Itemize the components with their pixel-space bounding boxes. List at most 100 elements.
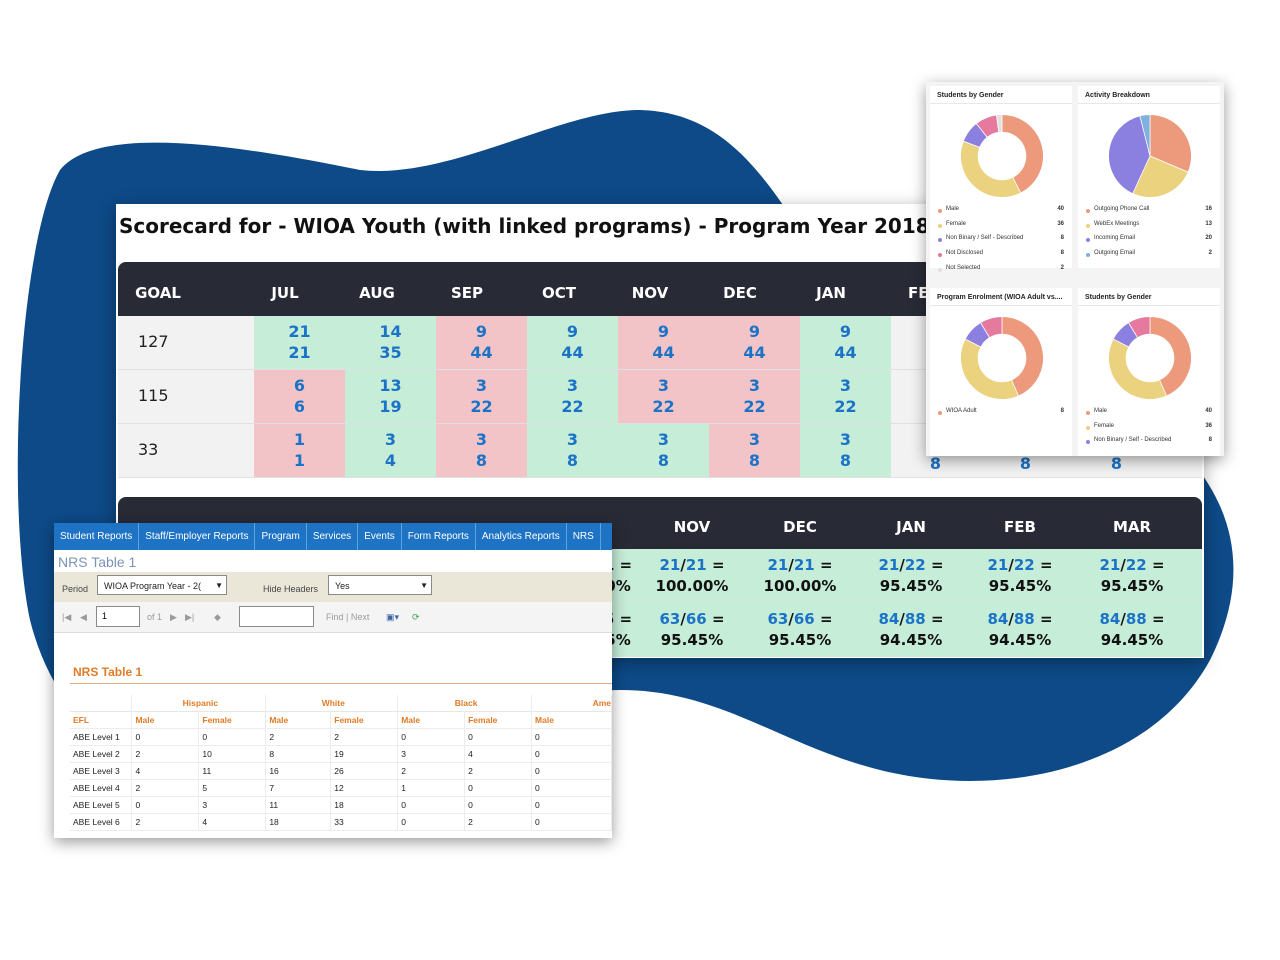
- nav-staff-employer-reports[interactable]: Staff/Employer Reports: [139, 523, 256, 550]
- month-cumulative: 22: [652, 397, 675, 416]
- legend-value: 36: [1205, 422, 1212, 429]
- find-input[interactable]: [239, 606, 314, 627]
- donut-chart: [960, 316, 1044, 400]
- legend-item: Not Disclosed 8: [936, 250, 1066, 265]
- card-title: Activity Breakdown: [1085, 92, 1150, 99]
- nav-program[interactable]: Program: [255, 523, 307, 550]
- month-actual: 3: [566, 430, 579, 449]
- month-actual: 1: [293, 430, 306, 449]
- last-page-icon[interactable]: ▶|: [185, 612, 195, 622]
- rate-fraction: 21/21 =: [745, 555, 855, 576]
- rate-slash: /: [1008, 610, 1014, 628]
- nav-form-reports[interactable]: Form Reports: [402, 523, 476, 550]
- donut-chart: [1108, 316, 1192, 400]
- nav-student-reports[interactable]: Student Reports: [54, 523, 140, 550]
- table-cell: 3: [198, 796, 267, 814]
- nav-events[interactable]: Events: [358, 523, 402, 550]
- back-icon[interactable]: ◆: [214, 612, 221, 622]
- rate-denominator: 21: [685, 556, 707, 574]
- column-header: EFL: [70, 711, 133, 729]
- dashboard-card[interactable]: Students by Gender Male 40 Female 36 Non Bina…: [1078, 288, 1220, 456]
- table-cell: 26: [330, 762, 399, 780]
- nrs-page-title: NRS Table 1: [58, 554, 137, 570]
- legend-item: WebEx Meetings 13: [1084, 221, 1214, 236]
- hide-headers-select[interactable]: Yes ▼: [328, 575, 432, 595]
- refresh-icon[interactable]: ⟳: [412, 612, 420, 622]
- legend-value: 40: [1057, 206, 1064, 212]
- report-title: NRS Table 1: [73, 665, 143, 679]
- table-cell: 2: [265, 728, 332, 746]
- header-oct: OCT: [542, 284, 576, 302]
- nav-services[interactable]: Services: [307, 523, 359, 550]
- nav-nrs[interactable]: NRS: [567, 523, 601, 550]
- period-select[interactable]: WIOA Program Year - 2( ▼: [97, 575, 227, 595]
- rate-percent: 95.45%: [879, 577, 943, 595]
- rate-numerator: 84: [1099, 610, 1121, 628]
- table-row: ABE Level 4 2 5 7 12 1 0 0: [70, 779, 612, 797]
- month-cumulative: 8: [475, 451, 488, 470]
- period-label: Period: [62, 584, 89, 594]
- legend-item: Non Binary / Self - Described 8: [936, 235, 1066, 250]
- table-cell: 5: [198, 779, 267, 797]
- chart-slice: [1127, 316, 1151, 339]
- rate-fraction: 21/21 =: [637, 555, 747, 576]
- rate-denominator: 66: [793, 610, 815, 628]
- chevron-down-icon: ▼: [420, 581, 428, 590]
- rate-numerator: 84: [987, 610, 1009, 628]
- page-number-input[interactable]: 1: [96, 606, 140, 627]
- find-next-link[interactable]: Find | Next: [326, 612, 370, 622]
- chart-slice: [960, 140, 1022, 198]
- header-dec: DEC: [723, 284, 757, 302]
- month-cell: 13 19: [345, 370, 436, 423]
- rate-slash: /: [899, 556, 905, 574]
- rate-slash: /: [1120, 556, 1126, 574]
- month-actual: 13: [379, 376, 402, 395]
- rate-cell: 21/22 = 95.45%: [1077, 555, 1187, 597]
- chart-slice: [1108, 338, 1167, 400]
- legend-label: Incoming Email: [1094, 235, 1136, 242]
- chart-slice: [960, 338, 1019, 400]
- table-cell: 11: [265, 796, 332, 814]
- month-cell: 3 22: [618, 370, 709, 423]
- efl-level: ABE Level 3: [70, 762, 133, 780]
- chart-slice: [1001, 114, 1044, 194]
- scorecard-row: 33 1 1 3 4 3 8 3 8 3 8 3 8 3 8 8 8 8: [118, 424, 1202, 478]
- rate-slash: /: [899, 610, 905, 628]
- export-icon[interactable]: ▣▾: [386, 612, 400, 622]
- table-cell: 4: [198, 813, 267, 831]
- rate-denominator: 21: [793, 556, 815, 574]
- goal-cell: 127: [118, 316, 254, 369]
- table-cell: 0: [397, 796, 466, 814]
- nav-analytics-reports[interactable]: Analytics Reports: [476, 523, 567, 550]
- header-nov: NOV: [631, 284, 669, 302]
- legend-dot: [938, 238, 942, 243]
- dashboard-card[interactable]: Program Enrolment (WIOA Adult vs.... WIOA…: [930, 288, 1072, 456]
- table-cell: 0: [464, 728, 533, 746]
- legend-item: Male 40: [1084, 408, 1214, 423]
- month-actual: 3: [657, 430, 670, 449]
- legend-value: 36: [1057, 220, 1064, 227]
- rate-numerator: 21: [767, 556, 789, 574]
- dashboard-card[interactable]: Students by Gender Male 40 Female 36 Non Bina…: [930, 86, 1072, 272]
- next-page-icon[interactable]: ▶: [170, 612, 177, 622]
- rate-equals: =: [706, 610, 725, 628]
- legend-dot: [1086, 238, 1090, 243]
- table-cell: 16: [265, 762, 332, 780]
- nrs-data-table: Hispanic White Black Ame EFL Male Female Male Fe…: [70, 695, 612, 831]
- first-page-icon[interactable]: |◀: [62, 612, 72, 622]
- dashboard-card[interactable]: Activity Breakdown Outgoing Phone Call 16 W…: [1078, 86, 1220, 268]
- rate-percent: 94.45%: [879, 631, 943, 649]
- rate-fraction: 21/22 =: [1077, 555, 1187, 576]
- prev-page-icon[interactable]: ◀: [80, 612, 87, 622]
- report-filter-bar: Period WIOA Program Year - 2( ▼ Hide Hea…: [54, 572, 612, 602]
- legend-dot: [1086, 253, 1090, 258]
- month-cumulative: 8: [929, 454, 942, 473]
- rate-cell: 21/21 = 100.00%: [637, 555, 747, 597]
- chart-slice: [1139, 114, 1151, 157]
- rate-fraction: 21/22 =: [856, 555, 966, 576]
- rate-denominator: 88: [904, 610, 926, 628]
- rate-equals: =: [814, 556, 833, 574]
- rate-percent: 95.45%: [1100, 577, 1164, 595]
- group-header-blank: [70, 695, 133, 712]
